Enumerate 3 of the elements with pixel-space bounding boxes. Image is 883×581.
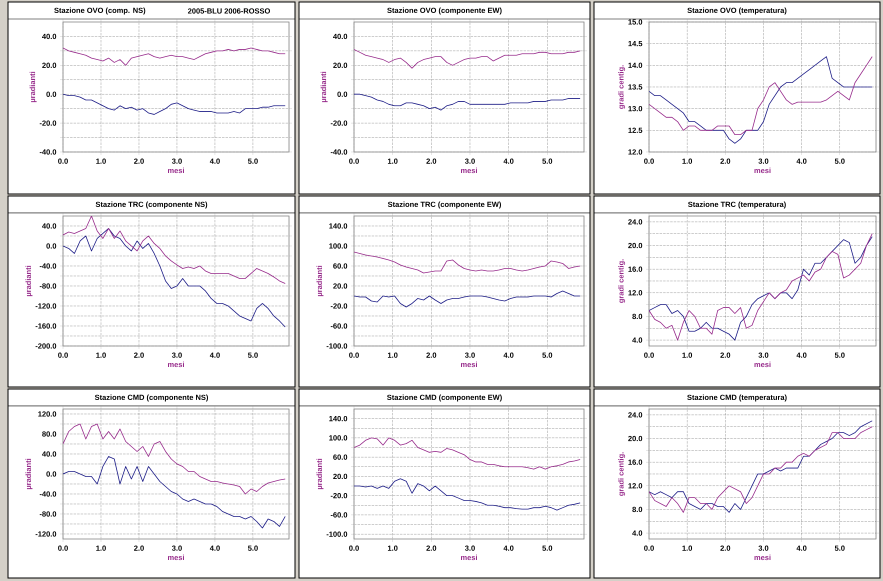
line-series (354, 478, 581, 510)
line-series (63, 424, 286, 494)
line-series (63, 456, 286, 528)
